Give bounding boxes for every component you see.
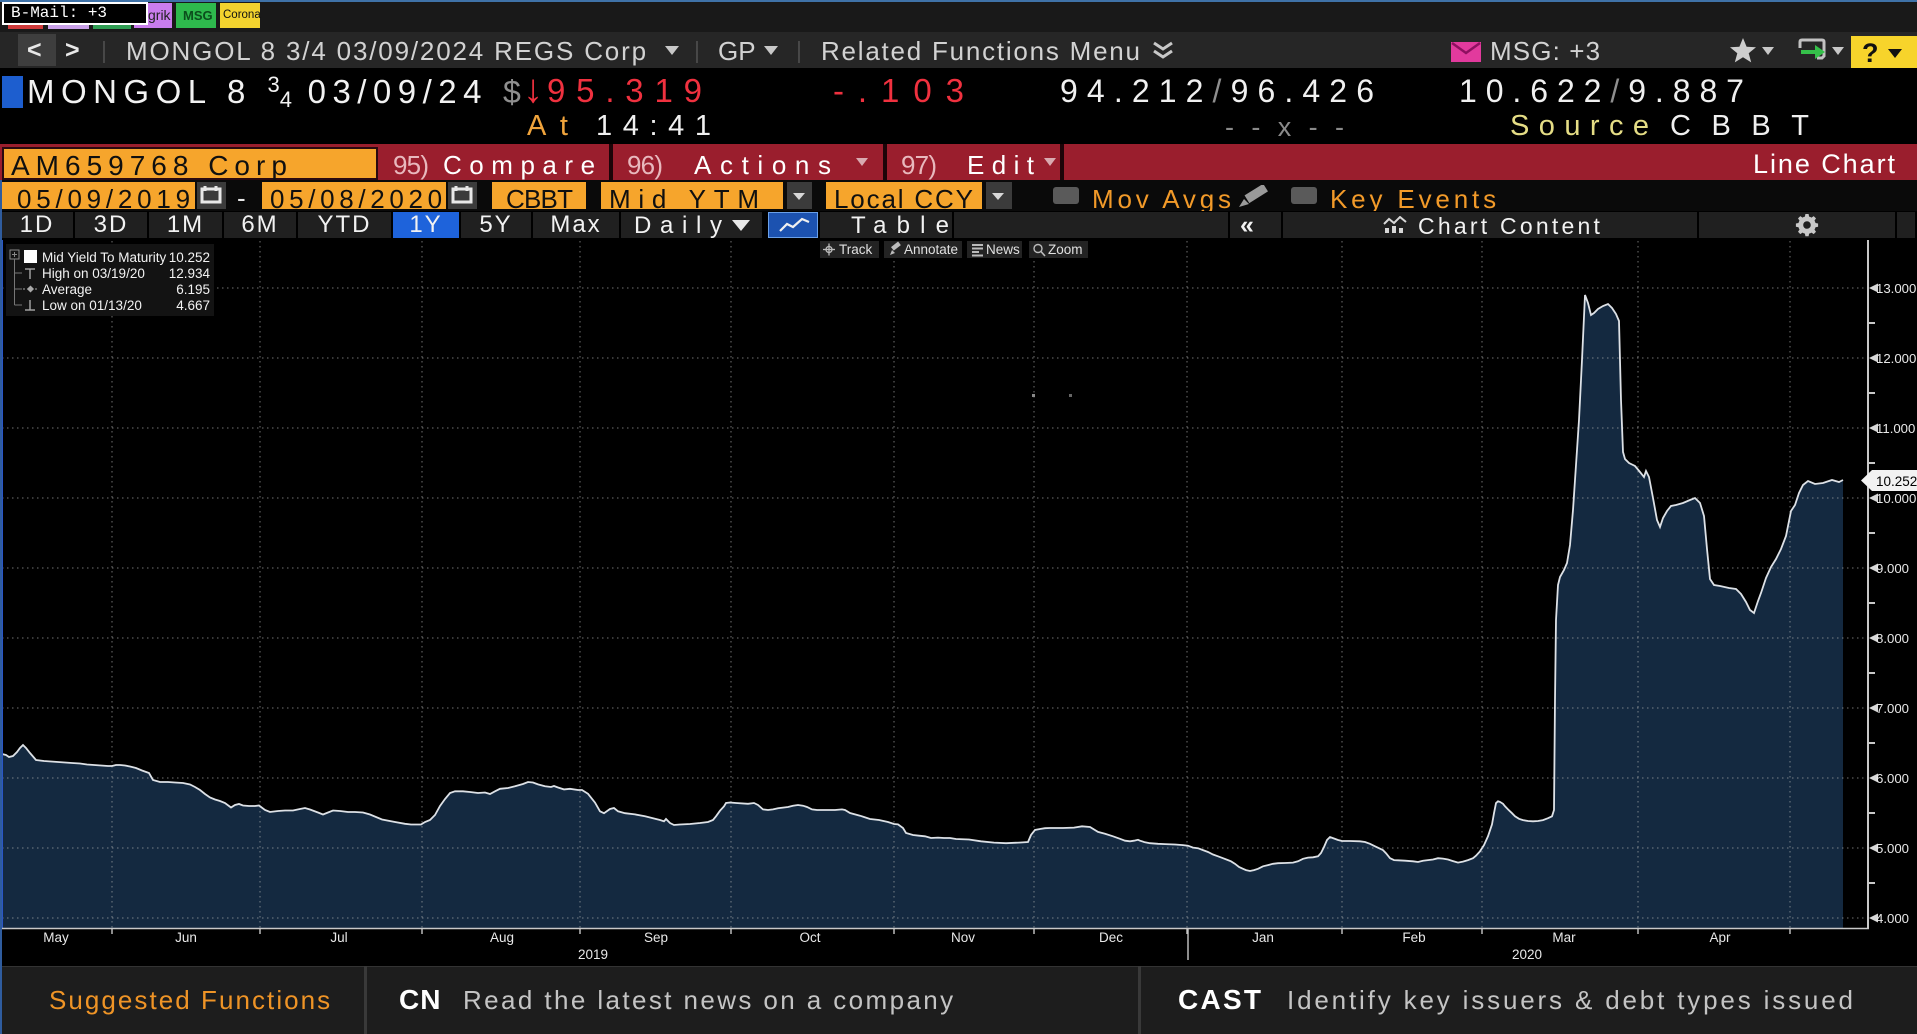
svg-text:Annotate: Annotate: [904, 242, 958, 257]
svg-text:Sep: Sep: [644, 930, 668, 945]
svg-text:12.934: 12.934: [169, 266, 211, 281]
svg-text:12.000: 12.000: [1876, 351, 1916, 366]
svg-text:Average: Average: [42, 282, 92, 297]
svg-text:4.000: 4.000: [1876, 911, 1909, 926]
svg-text:7.000: 7.000: [1876, 701, 1909, 716]
svg-text:2019: 2019: [578, 947, 608, 962]
svg-text:Dec: Dec: [1099, 930, 1123, 945]
svg-text:Mid Yield To Maturity: Mid Yield To Maturity: [42, 250, 167, 265]
svg-text:5.000: 5.000: [1876, 841, 1909, 856]
svg-text:10.252: 10.252: [169, 250, 210, 265]
svg-text:6.000: 6.000: [1876, 771, 1909, 786]
svg-text:Aug: Aug: [490, 930, 514, 945]
svg-text:8.000: 8.000: [1876, 631, 1909, 646]
svg-text:13.000: 13.000: [1876, 281, 1916, 296]
svg-text:Jan: Jan: [1252, 930, 1274, 945]
svg-text:Zoom: Zoom: [1048, 242, 1083, 257]
svg-text:Nov: Nov: [951, 930, 975, 945]
svg-text:9.000: 9.000: [1876, 561, 1909, 576]
svg-text:Oct: Oct: [799, 930, 820, 945]
svg-text:Track: Track: [839, 242, 872, 257]
svg-text:10.252: 10.252: [1876, 474, 1917, 489]
svg-text:Feb: Feb: [1402, 930, 1425, 945]
svg-text:Low on 01/13/20: Low on 01/13/20: [42, 298, 142, 313]
svg-text:Mar: Mar: [1552, 930, 1576, 945]
svg-text:High on 03/19/20: High on 03/19/20: [42, 266, 145, 281]
svg-text:News: News: [986, 242, 1020, 257]
svg-text:4.667: 4.667: [176, 298, 210, 313]
svg-text:Apr: Apr: [1709, 930, 1731, 945]
svg-text:Jul: Jul: [330, 930, 347, 945]
svg-text:11.000: 11.000: [1876, 421, 1915, 436]
svg-text:10.000: 10.000: [1876, 491, 1916, 506]
svg-text:May: May: [43, 930, 69, 945]
svg-text:Jun: Jun: [175, 930, 197, 945]
svg-text:2020: 2020: [1512, 947, 1542, 962]
svg-text:6.195: 6.195: [176, 282, 210, 297]
